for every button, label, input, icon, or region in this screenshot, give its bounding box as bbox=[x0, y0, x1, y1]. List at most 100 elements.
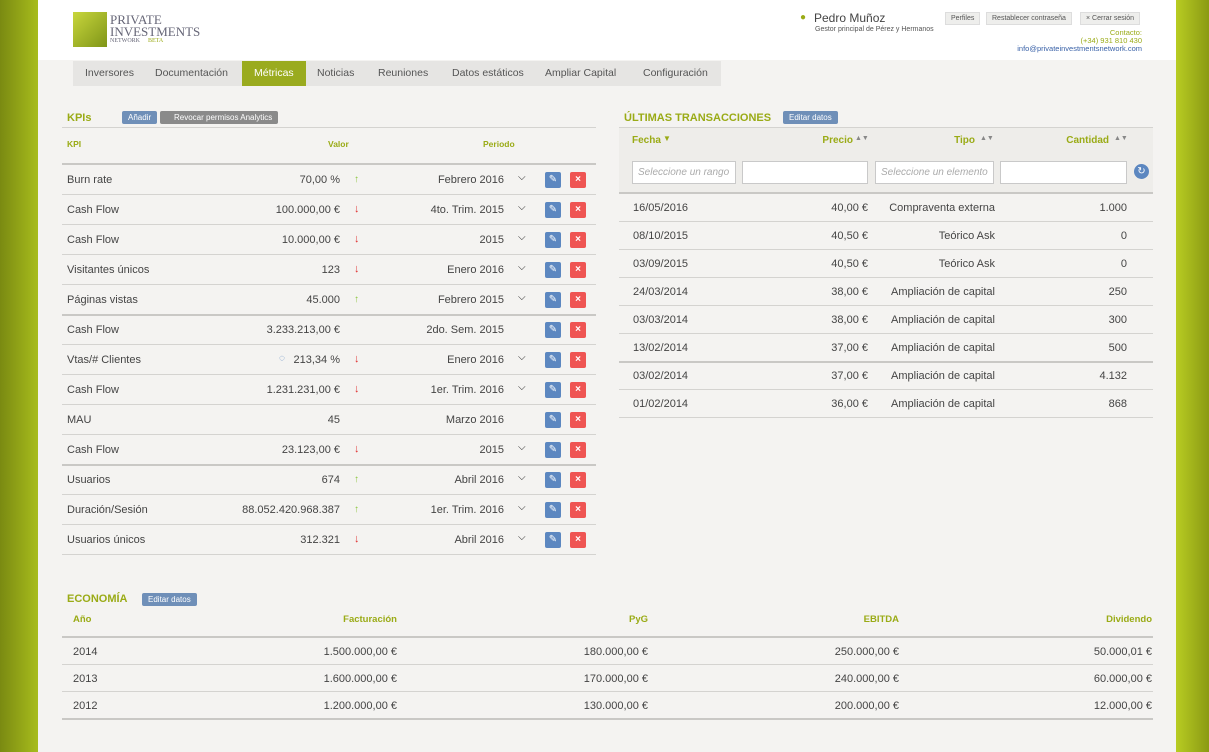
kpi-value: 45.000 bbox=[306, 294, 340, 306]
delete-button[interactable]: × bbox=[570, 502, 586, 518]
top-button[interactable]: × Cerrar sesión bbox=[1080, 12, 1141, 25]
economy-cell: 1.500.000,00 € bbox=[323, 646, 397, 658]
trx-price: 40,50 € bbox=[831, 230, 868, 242]
sort-icon: ▼ bbox=[663, 134, 671, 143]
section-title: KPIs bbox=[67, 112, 92, 124]
refresh-button[interactable]: ↻ bbox=[1134, 164, 1149, 179]
column-header[interactable]: Tipo bbox=[954, 135, 975, 146]
trx-type: Ampliación de capital bbox=[891, 342, 995, 354]
filter-input[interactable]: Seleccione un elemento bbox=[875, 161, 994, 184]
delete-button[interactable]: × bbox=[570, 292, 586, 308]
edit-button[interactable]: ✎ bbox=[545, 502, 561, 518]
period-select[interactable]: ⌵ bbox=[518, 502, 526, 513]
delete-button[interactable]: × bbox=[570, 352, 586, 368]
edit-button[interactable]: ✎ bbox=[545, 322, 561, 338]
edit-button[interactable]: ✎ bbox=[545, 382, 561, 398]
contact-email[interactable]: info@privateinvestmentsnetwork.com bbox=[1017, 44, 1142, 53]
trx-amount: 4.132 bbox=[1099, 370, 1127, 382]
period-select[interactable]: ⌵ bbox=[518, 292, 526, 303]
delete-button[interactable]: × bbox=[570, 262, 586, 278]
trx-date: 24/03/2014 bbox=[633, 286, 689, 298]
period-select[interactable]: ⌵ bbox=[518, 442, 526, 453]
row-divider bbox=[62, 434, 596, 435]
top-button[interactable]: Restablecer contraseña bbox=[986, 12, 1072, 25]
edit-data-button[interactable]: Editar datos bbox=[142, 593, 197, 606]
delete-button[interactable]: × bbox=[570, 382, 586, 398]
period-select[interactable]: ⌵ bbox=[518, 532, 526, 543]
trx-date: 13/02/2014 bbox=[633, 342, 689, 354]
kpi-period: Febrero 2016 bbox=[437, 174, 504, 186]
filter-input[interactable] bbox=[1000, 161, 1127, 184]
trx-date: 03/09/2015 bbox=[633, 258, 689, 270]
column-header: Facturación bbox=[343, 614, 397, 625]
filter-input[interactable]: Seleccione un rango bbox=[632, 161, 736, 184]
column-header[interactable]: Cantidad bbox=[1066, 135, 1109, 146]
column-header[interactable]: Precio bbox=[822, 135, 853, 146]
period-select[interactable]: ⌵ bbox=[518, 352, 526, 363]
kpi-value: 70,00 % bbox=[299, 174, 340, 186]
nav-item[interactable]: Ampliar Capital bbox=[545, 67, 617, 79]
edit-button[interactable]: ✎ bbox=[545, 202, 561, 218]
delete-button[interactable]: × bbox=[570, 232, 586, 248]
delete-button[interactable]: × bbox=[570, 532, 586, 548]
logo-mark bbox=[73, 12, 107, 47]
delete-button[interactable]: × bbox=[570, 472, 586, 488]
edit-button[interactable]: ✎ bbox=[545, 292, 561, 308]
divider bbox=[619, 127, 1153, 128]
trx-date: 01/02/2014 bbox=[633, 398, 689, 410]
nav-item[interactable]: Configuración bbox=[643, 67, 708, 79]
nav-item[interactable]: Documentación bbox=[155, 67, 228, 79]
edit-button[interactable]: ✎ bbox=[545, 172, 561, 188]
period-select[interactable]: ⌵ bbox=[518, 262, 526, 273]
period-select[interactable]: ⌵ bbox=[518, 202, 526, 213]
edit-button[interactable]: ✎ bbox=[545, 412, 561, 428]
nav-item[interactable]: Datos estáticos bbox=[452, 67, 524, 79]
period-select[interactable]: ⌵ bbox=[518, 382, 526, 393]
kpi-value: 10.000,00 € bbox=[281, 234, 340, 246]
revoke-button[interactable]: Revocar permisos Analytics bbox=[160, 111, 279, 124]
economy-cell: 12.000,00 € bbox=[1093, 700, 1152, 712]
delete-button[interactable]: × bbox=[570, 442, 586, 458]
nav-item[interactable]: Reuniones bbox=[378, 67, 429, 79]
period-select[interactable]: ⌵ bbox=[518, 472, 526, 483]
economy-cell: 2012 bbox=[73, 700, 98, 712]
nav-item[interactable]: Noticias bbox=[317, 67, 355, 79]
edit-button[interactable]: ✎ bbox=[545, 352, 561, 368]
kpi-period: Abril 2016 bbox=[454, 534, 504, 546]
edit-button[interactable]: ✎ bbox=[545, 532, 561, 548]
economy-cell: 1.600.000,00 € bbox=[323, 673, 397, 685]
note-icon[interactable]: ◌ bbox=[279, 353, 285, 364]
nav-item[interactable]: Inversores bbox=[85, 67, 135, 79]
filter-input[interactable] bbox=[742, 161, 868, 184]
row-divider bbox=[62, 374, 596, 375]
edit-button[interactable]: ✎ bbox=[545, 262, 561, 278]
delete-button[interactable]: × bbox=[570, 202, 586, 218]
trx-amount: 868 bbox=[1108, 398, 1127, 410]
edit-button[interactable]: ✎ bbox=[545, 442, 561, 458]
economy-cell: 2014 bbox=[73, 646, 98, 658]
economy-cell: 60.000,00 € bbox=[1093, 673, 1152, 685]
column-header: EBITDA bbox=[863, 614, 899, 625]
divider bbox=[62, 163, 596, 165]
edit-button[interactable]: ✎ bbox=[545, 232, 561, 248]
top-button[interactable]: Perfiles bbox=[945, 12, 981, 25]
delete-button[interactable]: × bbox=[570, 412, 586, 428]
trx-price: 37,00 € bbox=[831, 342, 868, 354]
row-divider bbox=[62, 554, 596, 555]
column-header[interactable]: Fecha bbox=[632, 135, 661, 146]
edit-button[interactable]: ✎ bbox=[545, 472, 561, 488]
row-divider bbox=[619, 333, 1153, 334]
edit-data-button[interactable]: Editar datos bbox=[783, 111, 838, 124]
add-button[interactable]: Añadir bbox=[122, 111, 158, 124]
period-select[interactable]: ⌵ bbox=[518, 172, 526, 183]
user-role: Gestor principal de Pérez y Hermanos bbox=[815, 26, 934, 33]
nav-item[interactable]: Métricas bbox=[242, 61, 306, 86]
period-select[interactable]: ⌵ bbox=[518, 232, 526, 243]
kpi-name: Vtas/# Clientes bbox=[67, 354, 141, 366]
delete-button[interactable]: × bbox=[570, 322, 586, 338]
user-name[interactable]: Pedro Muñoz bbox=[814, 11, 886, 25]
delete-button[interactable]: × bbox=[570, 172, 586, 188]
row-divider bbox=[619, 361, 1153, 363]
kpi-period: 2015 bbox=[479, 444, 504, 456]
row-divider bbox=[619, 277, 1153, 278]
